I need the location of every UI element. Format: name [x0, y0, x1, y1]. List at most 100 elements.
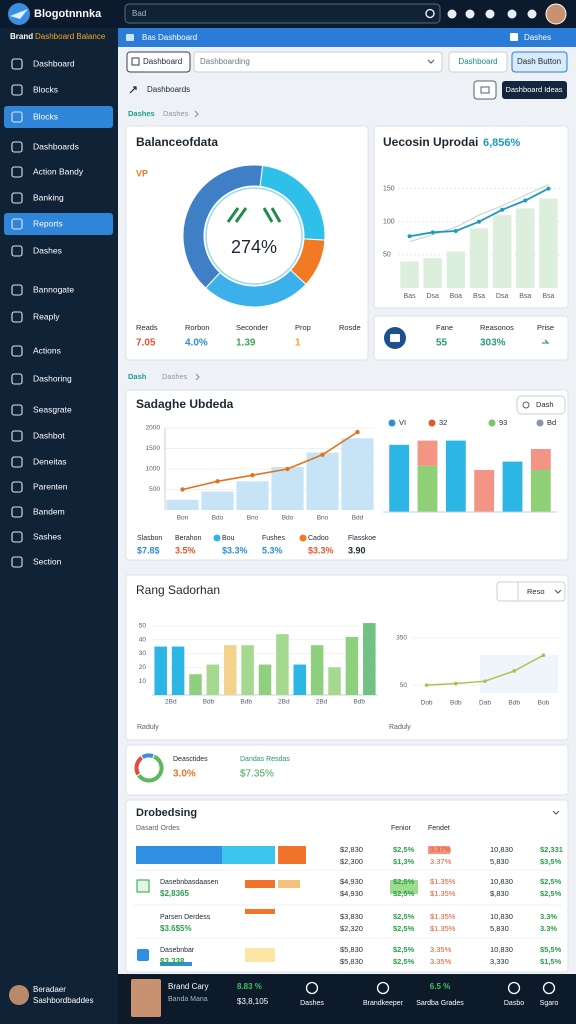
donut-segment: [182, 164, 264, 289]
stat-value: $3.3%: [222, 545, 248, 555]
cell: $2,5%: [540, 889, 562, 898]
bar: [293, 664, 307, 695]
x-tick-label: Bsa: [542, 293, 554, 300]
nav-icon: [11, 404, 23, 416]
card-title: Uecosin Uprodai: [383, 135, 478, 149]
bar: [345, 636, 359, 695]
y-tick-label: 500: [149, 486, 160, 493]
line-point: [546, 186, 551, 191]
filter[interactable]: [496, 581, 566, 602]
nav-item[interactable]: Bandem: [33, 506, 65, 516]
sidebar: [0, 28, 118, 1024]
dropdown[interactable]: [126, 51, 191, 73]
nav-item[interactable]: Banking: [33, 192, 64, 202]
link[interactable]: Dashboards: [147, 85, 190, 94]
footer-icon[interactable]: [376, 981, 390, 995]
filter-label: Dash: [536, 400, 554, 409]
top-icon[interactable]: [507, 9, 517, 19]
filter-icon: [522, 401, 530, 409]
line-point: [407, 234, 412, 239]
nav-item[interactable]: Parenten: [33, 481, 68, 491]
x-tick-label: Boa: [450, 293, 463, 300]
top-icon[interactable]: [447, 9, 457, 19]
x-tick-label: 2Bd: [165, 699, 177, 706]
tab[interactable]: Dash: [128, 372, 147, 381]
footer-icon[interactable]: [542, 981, 556, 995]
footer-icon[interactable]: [305, 981, 319, 995]
top-icon[interactable]: [527, 9, 537, 19]
nav-item[interactable]: Sashes: [33, 531, 61, 541]
nav-icon: [11, 456, 23, 468]
stacked-bar: [474, 470, 495, 512]
row-sub: $2,8365: [160, 889, 189, 898]
nav-item[interactable]: Dashoring: [33, 373, 72, 383]
cell: $1,5%: [540, 957, 562, 966]
bar: [363, 623, 376, 695]
footer-item-label[interactable]: Brandkeeper: [363, 1000, 404, 1007]
legend-label: 32: [439, 418, 447, 427]
filter[interactable]: [516, 395, 566, 415]
stat-label: Cadoo: [308, 535, 329, 542]
cell: 3,330: [490, 957, 509, 966]
nav-item[interactable]: Seasgrate: [33, 404, 72, 414]
x-tick-label: 2Bd: [278, 699, 290, 706]
icon-button[interactable]: [473, 80, 497, 100]
nav-item[interactable]: Dashbot: [33, 430, 65, 440]
card-metric: 6,856%: [483, 137, 521, 149]
footer-item-label[interactable]: Dashes: [300, 1000, 324, 1007]
x-tick-label: Bno: [247, 515, 259, 522]
tab[interactable]: Dashes: [128, 109, 155, 118]
button[interactable]: [502, 81, 567, 99]
nav-item[interactable]: Blocks: [33, 111, 58, 121]
nav-icon: [11, 430, 23, 442]
tab[interactable]: Dashes: [163, 109, 189, 118]
footer-item-label[interactable]: Sardba Grades: [416, 1000, 464, 1007]
card-title: Drobedsing: [136, 807, 197, 819]
footer-item-label[interactable]: Dasbo: [504, 1000, 524, 1007]
x-tick-label: Bdb: [353, 699, 365, 706]
stat-value: 5.3%: [262, 545, 283, 555]
row-name: Dasebnbasdaasen: [160, 879, 218, 886]
dropdown-icon: [131, 57, 140, 66]
footer-item-label[interactable]: Sgaro: [540, 1000, 559, 1007]
stat-label: Prop: [295, 323, 311, 332]
search-box[interactable]: [124, 3, 441, 24]
stat-label: Bou: [222, 535, 235, 542]
x-tick-label: Bdd: [352, 515, 364, 522]
footer-icon[interactable]: [507, 981, 521, 995]
nav-item[interactable]: Dashboard: [33, 58, 75, 68]
nav-item[interactable]: Actions: [33, 345, 61, 355]
bar: [306, 452, 339, 510]
tab[interactable]: Dashes: [162, 372, 188, 381]
select[interactable]: [193, 51, 443, 73]
chevron: [195, 373, 200, 381]
header-action[interactable]: Dashes: [524, 33, 551, 42]
cell: $2,5%: [393, 889, 415, 898]
nav-item[interactable]: Blocks: [33, 84, 58, 94]
cell: 3.35%: [430, 957, 452, 966]
nav-item[interactable]: Section: [33, 556, 62, 566]
button-label: Dash Button: [517, 57, 561, 66]
nav-icon: [11, 218, 23, 230]
dropdown-label: Dashboard: [143, 57, 182, 66]
line-point: [477, 219, 481, 224]
header-icon: [126, 34, 134, 41]
top-icon[interactable]: [465, 9, 475, 19]
nav-item[interactable]: Deneitas: [33, 456, 67, 466]
avatar[interactable]: [545, 3, 567, 25]
nav-item[interactable]: Reports: [33, 218, 63, 228]
button[interactable]: [448, 51, 508, 73]
nav-item[interactable]: Bannogate: [33, 284, 74, 294]
caption: Raduly: [137, 724, 159, 731]
top-icon[interactable]: [485, 9, 495, 19]
nav-item[interactable]: Dashboards: [33, 141, 79, 151]
stat-value: 1.39: [236, 338, 256, 349]
nav-item[interactable]: Reaply: [33, 311, 60, 321]
button[interactable]: [511, 51, 568, 73]
mini-label: Dandas Resdas: [240, 756, 290, 763]
logo-mark: [10, 9, 28, 19]
nav-item[interactable]: Dashes: [33, 245, 62, 255]
nav-item[interactable]: Action Bandy: [33, 166, 84, 176]
bar: [223, 645, 237, 695]
y-tick-label: 1000: [146, 466, 161, 473]
